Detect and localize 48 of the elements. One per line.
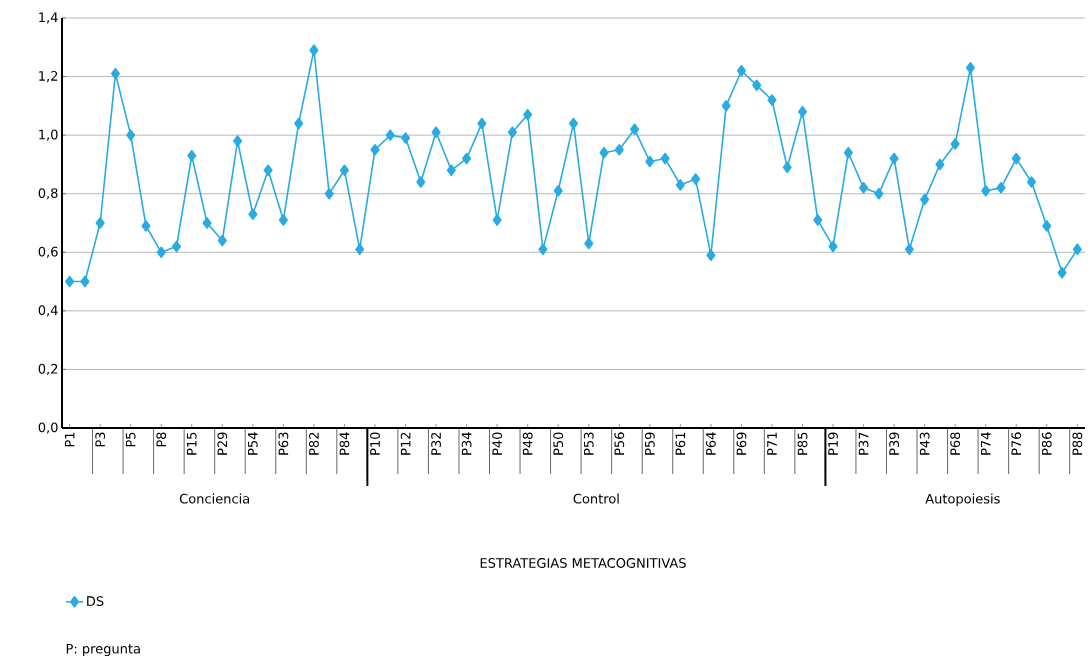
- y-tick-label: 0,0: [38, 422, 58, 434]
- y-tick-label: 1,4: [39, 12, 58, 24]
- text: Conciencia: [179, 493, 250, 504]
- x-tick-label: P61: [675, 432, 686, 455]
- x-tick-label: P85: [797, 432, 808, 455]
- x-tick-label: P63: [278, 432, 289, 455]
- x-tick-label: P59: [644, 432, 655, 455]
- x-tick-label: P84: [339, 432, 350, 455]
- x-tick-label: P43: [919, 432, 930, 455]
- text: ESTRATEGIAS METACOGNITIVAS: [480, 558, 686, 568]
- y-tick-label: 0,8: [38, 188, 58, 200]
- x-tick-label: P3: [95, 432, 106, 447]
- x-tick-label: P29: [217, 432, 228, 455]
- x-tick-label: P82: [309, 432, 319, 455]
- x-tick-label: P48: [522, 432, 533, 455]
- x-tick-label: P86: [1041, 432, 1052, 455]
- x-tick-label: P15: [186, 432, 197, 455]
- x-tick-label: P64: [705, 432, 716, 455]
- x-tick-label: P69: [736, 432, 747, 455]
- x-tick-label: P40: [492, 432, 503, 455]
- x-tick-label: P68: [950, 432, 961, 455]
- text: P: pregunta: [66, 643, 140, 657]
- x-tick-label: P76: [1011, 432, 1022, 455]
- x-tick-label: P50: [553, 432, 564, 455]
- x-tick-label: P88: [1072, 432, 1083, 455]
- x-tick-label: P10: [370, 432, 380, 455]
- x-tick-label: P39: [889, 432, 900, 455]
- x-tick-label: P54: [248, 432, 258, 455]
- x-tick-label: P56: [614, 432, 625, 455]
- y-tick-label: 1,2: [39, 70, 58, 83]
- y-tick-label: 0,2: [38, 363, 58, 375]
- x-tick-label: P37: [858, 432, 869, 455]
- x-tick-label: P74: [980, 432, 991, 455]
- x-tick-label: P32: [431, 432, 441, 455]
- y-tick-label: 1,0: [39, 129, 58, 141]
- text: Control: [573, 493, 619, 504]
- x-tick-label: P71: [767, 432, 777, 455]
- x-tick-label: P12: [400, 432, 411, 455]
- text: Autopoiesis: [925, 493, 1000, 507]
- x-tick-label: P53: [583, 432, 594, 455]
- y-tick-label: 0,6: [38, 246, 58, 258]
- x-tick-label: P34: [461, 432, 472, 455]
- y-tick-label: 0,4: [38, 305, 58, 317]
- legend-label: DS: [87, 596, 104, 607]
- x-tick-label: P5: [125, 432, 136, 447]
- x-tick-label: P8: [156, 432, 167, 447]
- x-tick-label: P1: [64, 432, 75, 447]
- x-tick-label: P19: [828, 432, 838, 455]
